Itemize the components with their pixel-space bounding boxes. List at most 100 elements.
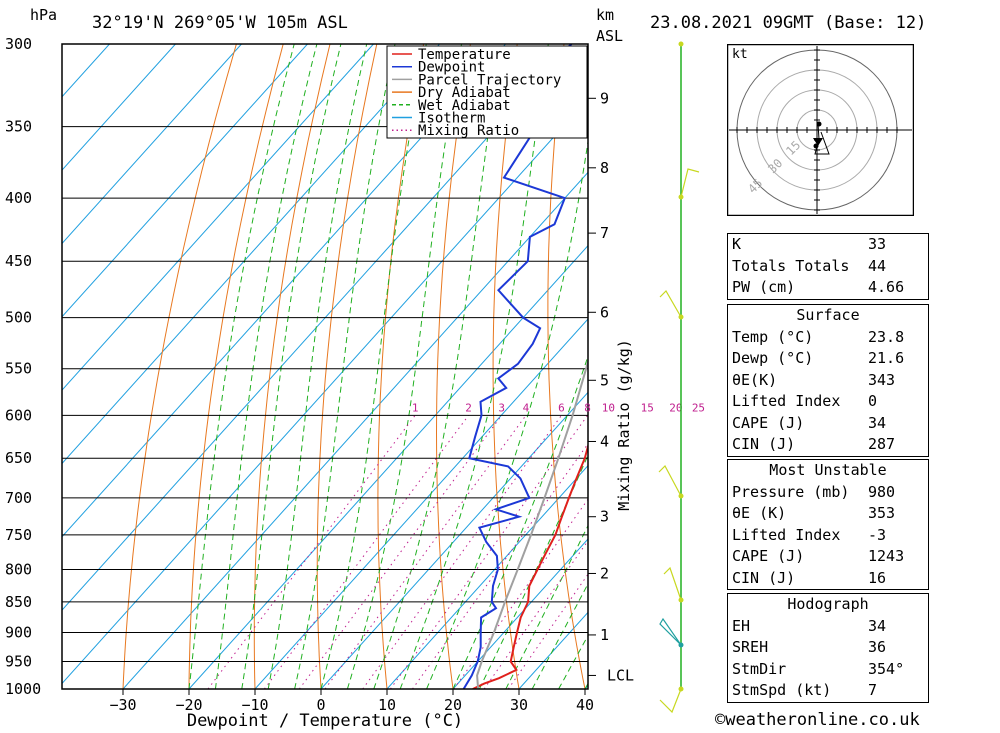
- km-label: km: [596, 6, 614, 24]
- index-label: Lifted Index: [732, 525, 841, 544]
- legend-entry: Parcel Trajectory: [418, 72, 561, 88]
- index-row: θE(K) 343: [728, 370, 928, 392]
- pressure-tick-label: 600: [5, 406, 32, 424]
- surface-table: Surface Temp (°C) 23.8 Dewp (°C) 21.6 θE(K) 3…: [727, 304, 929, 457]
- index-value: 7: [868, 681, 878, 699]
- dewpoint-profile: [462, 44, 573, 689]
- mixing-ratio-label: 8: [584, 401, 591, 414]
- wet-adiabat: [214, 44, 318, 689]
- x-tick-label: 40: [576, 696, 594, 714]
- mixing-ratio-label: 20: [669, 401, 682, 414]
- index-row: CIN (J) 287: [728, 434, 928, 456]
- isotherm: [320, 391, 588, 689]
- isotherm: [62, 44, 440, 465]
- pressure-tick-label: 750: [5, 526, 32, 544]
- x-tick-label: 20: [444, 696, 462, 714]
- index-row-totals: Totals Totals 44: [728, 256, 928, 278]
- asl-label: ASL: [596, 27, 623, 45]
- pressure-unit-label: hPa: [30, 6, 57, 24]
- index-value: 33: [868, 235, 887, 253]
- mixing-ratio-label: 3: [498, 401, 505, 414]
- height-tick-label: 2: [600, 564, 609, 582]
- mixing-ratio-line: [263, 415, 469, 689]
- mixing-ratio-line: [483, 539, 588, 689]
- mixing-ratio-line: [389, 415, 588, 689]
- index-value: 287: [868, 435, 896, 453]
- hodograph-trace: [814, 123, 830, 155]
- pressure-tick-label: 300: [5, 35, 32, 53]
- mixing-ratio-label: 15: [641, 401, 654, 414]
- pressure-tick-label: 1000: [5, 680, 41, 698]
- isotherm: [122, 171, 588, 689]
- height-tick-label: 3: [600, 508, 609, 526]
- station-location: 32°19'N 269°05'W 105m ASL: [92, 13, 348, 33]
- wet-adiabat: [531, 582, 588, 689]
- isotherm: [62, 44, 308, 318]
- isotherm: [62, 44, 242, 245]
- index-value: 353: [868, 504, 896, 522]
- height-tick-label: 8: [600, 159, 609, 177]
- index-label: Dewp (°C): [732, 349, 814, 367]
- index-value: -3: [868, 525, 887, 544]
- copyright-notice: ©weatheronline.co.uk: [715, 710, 920, 730]
- dry-adiabat: [938, 44, 1000, 689]
- index-value: 21.6: [868, 349, 905, 367]
- isotherm: [62, 44, 176, 171]
- x-tick-label: 10: [378, 696, 396, 714]
- pressure-tick-label: 550: [5, 360, 32, 378]
- legend-entry: Temperature: [418, 47, 511, 63]
- mixing-ratio-label: 4: [523, 401, 530, 414]
- legend-entry: Wet Adiabat: [418, 98, 511, 114]
- index-row: Lifted Index 0: [728, 391, 928, 413]
- index-value: 23.8: [868, 327, 905, 346]
- pressure-tick-label: 500: [5, 309, 32, 327]
- wet-adiabat: [320, 44, 427, 689]
- index-label: θE(K): [732, 370, 778, 389]
- dry-adiabat: [985, 44, 1000, 689]
- hodograph-title: Hodograph: [787, 595, 869, 613]
- mixing-ratio-line: [324, 415, 527, 689]
- isotherm: [62, 98, 588, 685]
- height-tick-label: 1: [600, 626, 609, 644]
- mixing-ratio-label: 1: [412, 401, 419, 414]
- index-label: CAPE (J): [732, 413, 805, 432]
- legend-entry: Mixing Ratio: [418, 123, 519, 139]
- wind-profile: [658, 41, 700, 714]
- hodograph-point: [816, 121, 822, 127]
- isotherm: [188, 244, 588, 689]
- height-tick-label: 4: [600, 432, 609, 450]
- axis-layer: 1 2 3 4 6 8 10 15 20 2530035040045050055060065070…: [5, 35, 705, 714]
- parcel-trajectory: [476, 357, 588, 689]
- hodograph-table: Hodograph EH 34 SREH 36 StmDir 354° StmSpd (kt…: [727, 593, 929, 703]
- mixing-ratio-label: 6: [558, 401, 565, 414]
- index-value: 34: [868, 616, 887, 635]
- isotherm: [62, 44, 374, 391]
- index-label: Pressure (mb): [732, 482, 850, 501]
- surface-title: Surface: [796, 306, 860, 324]
- pressure-tick-label: 800: [5, 560, 32, 578]
- hodograph-unit: kt: [732, 47, 748, 62]
- index-label: EH: [732, 616, 751, 635]
- dry-adiabat: [188, 44, 284, 689]
- dry-adiabat: [652, 44, 717, 689]
- index-label: CIN (J): [732, 568, 796, 587]
- temperature-profile: [472, 442, 588, 689]
- x-tick-label: −30: [109, 696, 136, 714]
- pressure-tick-label: 900: [5, 624, 32, 642]
- index-row: CAPE (J) 1243: [728, 546, 928, 568]
- index-value: 4.66: [868, 278, 905, 296]
- index-value: 0: [868, 392, 878, 410]
- wet-adiabat: [426, 138, 588, 689]
- index-label: PW (cm): [732, 278, 796, 296]
- legend-entry: Dewpoint: [418, 60, 485, 76]
- index-label: Temp (°C): [732, 327, 814, 346]
- profile-layer: [462, 44, 588, 689]
- index-row-k: K 33: [728, 234, 928, 256]
- index-value: 16: [868, 568, 887, 587]
- storm-motion-marker: [813, 138, 823, 146]
- stability-indices-table: K 33 Totals Totals 44 PW (cm) 4.66: [727, 233, 929, 300]
- index-label: StmSpd (kt): [732, 681, 832, 699]
- index-row: Lifted Index -3: [728, 525, 928, 547]
